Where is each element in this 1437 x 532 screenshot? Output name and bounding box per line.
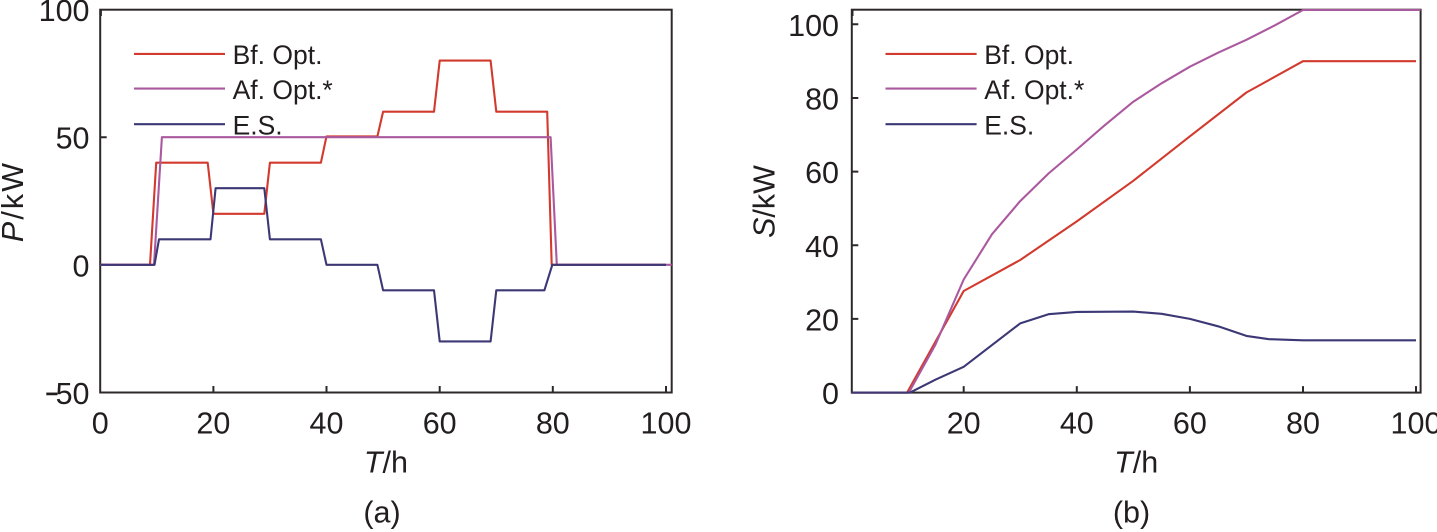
svg-text:0: 0 [73, 249, 90, 283]
svg-text:Bf. Opt.: Bf. Opt. [984, 40, 1074, 70]
svg-text:S/kW: S/kW [747, 165, 781, 238]
svg-text:E.S.: E.S. [233, 111, 283, 141]
svg-text:60: 60 [805, 156, 839, 190]
svg-text:Af. Opt.*: Af. Opt.* [984, 75, 1084, 105]
svg-text:50: 50 [56, 122, 90, 156]
svg-text:80: 80 [805, 83, 839, 117]
svg-text:50: 50 [56, 377, 90, 411]
svg-text:80: 80 [536, 406, 570, 440]
svg-text:E.S.: E.S. [984, 111, 1034, 141]
svg-text:20: 20 [947, 406, 981, 440]
svg-text:40: 40 [805, 230, 839, 264]
svg-text:40: 40 [1060, 406, 1094, 440]
svg-text:P/kW: P/kW [0, 161, 30, 242]
svg-text:60: 60 [1173, 406, 1207, 440]
svg-text:20: 20 [196, 406, 230, 440]
svg-text:100: 100 [641, 406, 692, 440]
svg-text:100: 100 [1391, 406, 1437, 440]
svg-text:T/h: T/h [364, 446, 408, 480]
svg-text:(b): (b) [1113, 496, 1150, 530]
svg-text:(a): (a) [363, 496, 400, 530]
svg-text:Af. Opt.*: Af. Opt.* [233, 75, 333, 105]
svg-text:0: 0 [92, 406, 109, 440]
svg-text:T/h: T/h [1114, 446, 1158, 480]
svg-text:Bf. Opt.: Bf. Opt. [233, 40, 323, 70]
svg-text:20: 20 [805, 303, 839, 337]
svg-text:80: 80 [1286, 406, 1320, 440]
svg-text:100: 100 [39, 0, 90, 28]
svg-text:60: 60 [423, 406, 457, 440]
svg-text:0: 0 [822, 377, 839, 411]
svg-text:40: 40 [310, 406, 344, 440]
svg-text:100: 100 [788, 9, 839, 43]
